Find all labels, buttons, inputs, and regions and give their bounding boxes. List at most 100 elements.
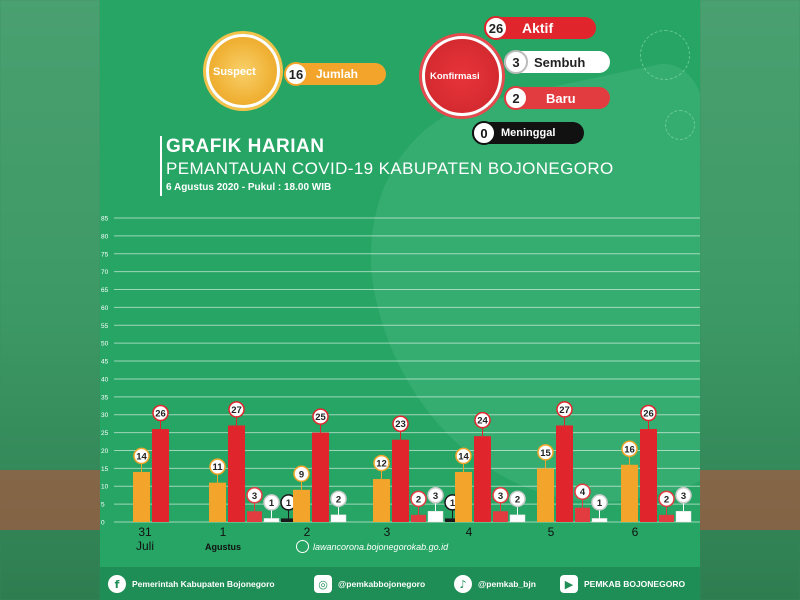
baru-data-label: 2 <box>416 494 421 505</box>
suspect-label-bubble <box>209 458 226 475</box>
suspect-bar <box>373 479 390 522</box>
aktif-bar <box>474 436 491 522</box>
facebook-icon: f <box>108 575 126 593</box>
virus-icon <box>640 30 690 80</box>
baru-value: 2 <box>504 86 528 110</box>
aktif-bar <box>312 432 329 522</box>
x-tick-label: 5 <box>548 525 555 539</box>
aktif-bar <box>152 429 169 522</box>
twitter-link[interactable]: ♪ @pemkab_bjn <box>454 575 536 593</box>
sembuh-bar <box>591 518 608 523</box>
footer-bar: f Pemerintah Kabupaten Bojonegoro ◎ @pem… <box>100 567 700 600</box>
globe-icon <box>296 540 309 553</box>
y-tick-label: 75 <box>101 251 109 258</box>
title-block: GRAFIK HARIAN PEMANTAUAN COVID-19 KABUPA… <box>160 136 614 196</box>
aktif-data-label: 27 <box>231 405 242 416</box>
suspect-data-label: 16 <box>624 444 635 455</box>
aktif-pill: 26 Aktif <box>484 16 596 40</box>
y-tick-label: 50 <box>101 341 109 348</box>
page-subtitle: PEMANTAUAN COVID-19 KABUPATEN BOJONEGORO <box>166 159 614 178</box>
baru-label: Baru <box>546 90 576 106</box>
twitter-icon: ♪ <box>454 575 472 593</box>
suspect-bar <box>537 468 554 522</box>
sembuh-data-label: 3 <box>433 491 438 502</box>
meninggal-value: 0 <box>472 121 496 145</box>
aktif-label-bubble <box>640 404 657 422</box>
aktif-data-label: 26 <box>155 409 166 420</box>
baru-bar <box>411 514 426 522</box>
sembuh-data-label: 3 <box>681 491 686 502</box>
y-tick-label: 10 <box>101 484 109 491</box>
aktif-label-bubble <box>392 415 409 432</box>
baru-bar <box>247 511 262 522</box>
meninggal-data-label: 1 <box>450 498 456 509</box>
suspect-data-label: 9 <box>299 469 304 480</box>
sembuh-bar <box>427 511 444 523</box>
instagram-icon: ◎ <box>314 575 332 593</box>
sembuh-label-bubble <box>591 494 608 511</box>
page-title: GRAFIK HARIAN <box>166 136 325 157</box>
meninggal-bar <box>445 518 460 522</box>
y-tick-label: 15 <box>101 466 109 473</box>
y-tick-label: 40 <box>101 376 109 383</box>
sembuh-value: 3 <box>504 50 528 74</box>
konfirmasi-circle <box>422 36 502 116</box>
sembuh-bar <box>263 518 280 523</box>
suspect-data-label: 14 <box>458 451 469 462</box>
youtube-link[interactable]: ▶ PEMKAB BOJONEGORO <box>560 575 685 593</box>
aktif-label-bubble <box>228 401 245 418</box>
background-blur-band-right <box>700 470 800 530</box>
facebook-link[interactable]: f Pemerintah Kabupaten Bojonegoro <box>108 575 275 593</box>
suspect-circle <box>206 34 280 108</box>
baru-label-bubble <box>410 490 427 508</box>
x-tick-label: Agustus <box>205 542 241 552</box>
aktif-label-bubble <box>556 401 573 418</box>
suspect-data-label: 12 <box>376 459 387 470</box>
website-url: lawancorona.bojonegorokab.go.id <box>313 541 449 552</box>
x-tick-label: 4 <box>466 525 473 539</box>
y-tick-label: 35 <box>101 394 109 401</box>
sembuh-data-label: 2 <box>336 494 341 505</box>
x-tick-label: 31 <box>138 525 152 539</box>
y-tick-label: 85 <box>101 216 109 223</box>
aktif-bar <box>228 425 245 522</box>
suspect-bar <box>209 482 226 522</box>
baru-data-label: 3 <box>252 491 257 502</box>
baru-label-bubble <box>574 483 591 500</box>
suspect-data-label: 11 <box>212 462 223 473</box>
suspect-label-bubble <box>537 444 554 461</box>
y-tick-label: 65 <box>101 287 109 294</box>
background-blur-band-left <box>0 470 100 530</box>
daily-bar-chart: 0510152025303540455055606570758085142631… <box>101 216 700 553</box>
website-link[interactable]: lawancorona.bojonegorokab.go.id <box>296 540 448 553</box>
aktif-label-bubble <box>152 404 169 422</box>
suspect-label: Suspect <box>213 66 256 78</box>
suspect-label-bubble <box>373 454 390 472</box>
baru-bar <box>659 514 674 522</box>
meninggal-label: Meninggal <box>501 127 556 139</box>
sembuh-bar <box>330 514 347 523</box>
y-tick-label: 80 <box>101 233 109 240</box>
report-date: 6 Agustus 2020 - Pukul : 18.00 WIB <box>166 182 332 193</box>
aktif-data-label: 23 <box>395 419 406 430</box>
y-tick-label: 0 <box>101 520 105 527</box>
x-tick-label: Juli <box>136 539 154 553</box>
baru-label-bubble <box>492 487 509 504</box>
suspect-total-label: Jumlah <box>316 67 359 81</box>
baru-data-label: 4 <box>580 487 586 498</box>
suspect-bar <box>133 471 150 522</box>
sembuh-data-label: 1 <box>597 498 603 509</box>
facebook-label: Pemerintah Kabupaten Bojonegoro <box>132 579 275 589</box>
suspect-bar <box>455 471 472 522</box>
aktif-bar <box>392 439 409 522</box>
suspect-label-bubble <box>293 465 310 483</box>
suspect-label-bubble <box>621 440 638 458</box>
baru-pill: 2 Baru <box>504 86 610 110</box>
y-tick-label: 60 <box>101 305 109 312</box>
sembuh-label-bubble <box>675 487 692 504</box>
y-tick-label: 25 <box>101 430 109 437</box>
virus-icon <box>665 110 695 140</box>
suspect-bar <box>621 464 638 522</box>
baru-data-label: 2 <box>664 494 669 505</box>
instagram-link[interactable]: ◎ @pemkabbojonegoro <box>314 575 425 593</box>
